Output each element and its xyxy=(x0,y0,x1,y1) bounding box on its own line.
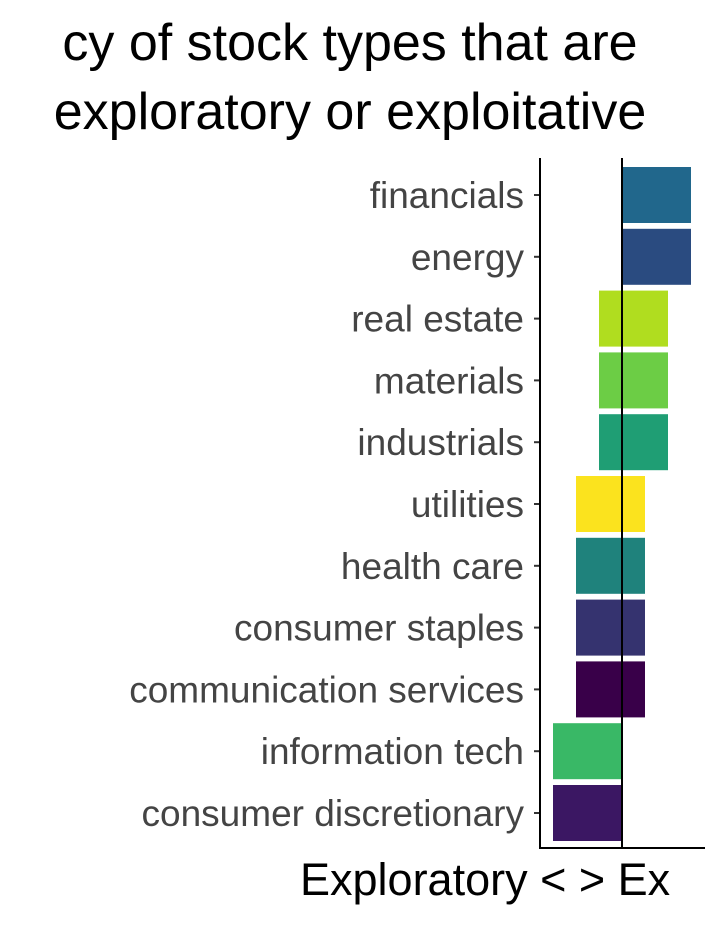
y-tick-label-materials: materials xyxy=(374,360,524,401)
bars-layer xyxy=(553,167,691,841)
y-tick-label-communication-services: communication services xyxy=(129,669,524,710)
y-axis-tick-labels: financials energy real estate materials indu… xyxy=(129,175,540,834)
bar-consumer-discretionary xyxy=(553,785,622,841)
y-tick-label-utilities: utilities xyxy=(411,484,524,525)
bar-materials xyxy=(599,352,668,409)
y-tick-label-energy: energy xyxy=(411,237,525,278)
bar-consumer-staples xyxy=(576,599,645,656)
bar-real-estate xyxy=(599,290,668,347)
y-tick-label-financials: financials xyxy=(370,175,524,216)
bar-financials xyxy=(622,167,691,223)
y-tick-label-consumer-staples: consumer staples xyxy=(234,608,524,649)
y-tick-label-consumer-discretionary: consumer discretionary xyxy=(142,793,525,834)
y-tick-label-industrials: industrials xyxy=(357,422,524,463)
bar-industrials xyxy=(599,414,668,471)
bar-utilities xyxy=(576,476,645,532)
x-axis-label: Exploratory < > Ex xyxy=(300,854,671,905)
bar-energy xyxy=(622,228,691,285)
bar-communication-services xyxy=(576,661,645,718)
bar-health-care xyxy=(576,537,645,594)
y-tick-label-health-care: health care xyxy=(341,546,524,587)
bar-information-tech xyxy=(553,723,622,780)
y-tick-label-real-estate: real estate xyxy=(351,299,524,340)
y-tick-label-information-tech: information tech xyxy=(261,731,524,772)
chart-title-line-1: cy of stock types that are xyxy=(62,14,637,72)
chart-title-line-2: exploratory or exploitative xyxy=(54,83,647,141)
